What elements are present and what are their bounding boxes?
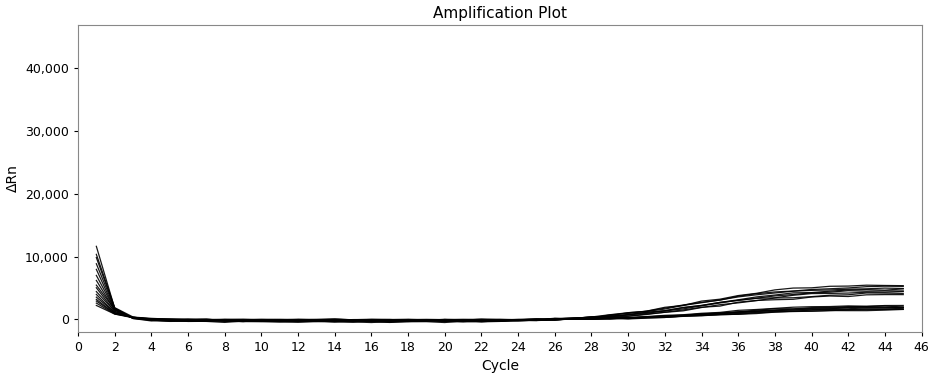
X-axis label: Cycle: Cycle [481, 359, 519, 373]
Title: Amplification Plot: Amplification Plot [433, 6, 567, 20]
Y-axis label: ΔRn: ΔRn [6, 164, 20, 192]
